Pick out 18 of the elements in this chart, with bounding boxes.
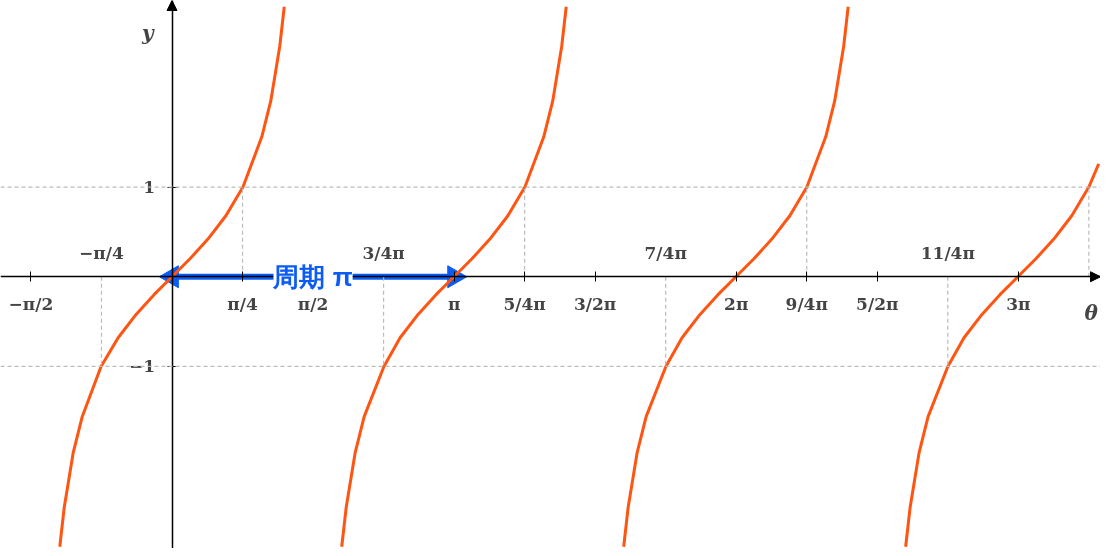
x-tick-label: 3π [1006,293,1031,314]
x-tick-label: π/4 [227,293,258,314]
annotation: −π/4 [79,242,125,263]
x-axis-title: θ [1084,300,1099,325]
annotation: 7/4π [644,242,687,263]
x-tick-label: π [447,293,461,314]
x-tick-label: π/2 [297,293,329,314]
x-tick-label: 5/2π [856,293,899,314]
y-tick-label: 1 [143,177,156,198]
y-axis-title: y [141,20,156,45]
annotation: 周期 π [272,261,353,292]
annotation: 11/4π [920,242,975,263]
annotation: 3/4π [362,242,405,263]
x-tick-label: 2π [724,293,749,314]
x-tick-label: −π/2 [8,293,54,314]
x-tick-label: 9/4π [785,293,828,314]
x-tick-label: 5/4π [503,293,546,314]
x-tick-label: 3/2π [574,293,617,314]
